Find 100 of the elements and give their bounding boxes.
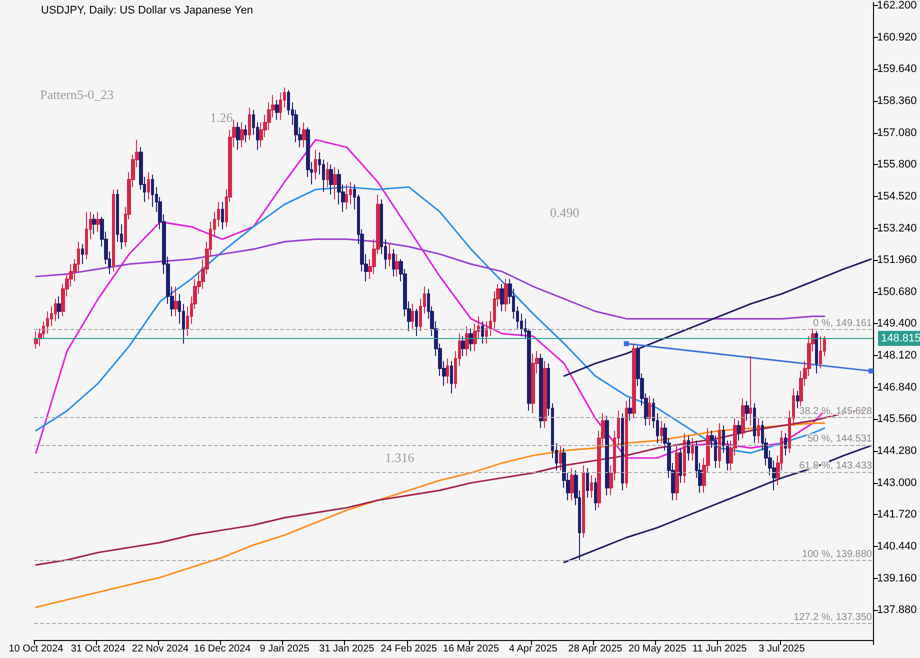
candlestick	[248, 106, 251, 140]
annotation: 1.26	[210, 110, 234, 125]
y-tick-label: 153.240	[877, 222, 917, 234]
y-tick-label: 155.800	[877, 158, 917, 171]
candlestick	[632, 343, 636, 419]
candlestick	[660, 420, 663, 444]
candlestick	[590, 474, 593, 498]
candlestick	[683, 432, 686, 484]
candlestick	[388, 244, 391, 268]
candlestick	[244, 124, 247, 143]
candlestick	[819, 336, 822, 369]
candlestick	[54, 298, 57, 322]
candlestick	[221, 201, 224, 230]
y-tick-label: 143.000	[877, 476, 917, 489]
candlestick	[784, 432, 787, 456]
y-tick-label: 151.960	[877, 254, 917, 266]
x-tick-label: 31 Jan 2025	[319, 644, 375, 654]
candlestick	[679, 448, 682, 484]
candlestick	[240, 122, 244, 148]
line-series	[35, 238, 826, 320]
y-tick-label: 160.920	[877, 31, 917, 44]
candlestick	[481, 320, 484, 344]
candlestick	[395, 254, 399, 278]
candlestick	[675, 445, 679, 501]
candlestick	[446, 358, 449, 384]
candlestick	[722, 425, 725, 454]
y-tick-label: 149.400	[877, 318, 917, 330]
candlestick	[628, 398, 632, 422]
y-tick-label: 150.680	[877, 286, 917, 298]
candlestick	[92, 214, 96, 235]
candlestick	[500, 283, 504, 312]
candlestick	[46, 310, 49, 334]
candlestick	[815, 330, 818, 374]
candlestick	[450, 360, 453, 394]
y-tick-label: 139.160	[877, 572, 917, 584]
candlestick	[81, 244, 84, 265]
candlestick	[236, 122, 240, 150]
y-tick-label: 158.360	[877, 94, 917, 107]
annotation: 1.316	[385, 450, 415, 465]
candlestick	[625, 400, 628, 488]
x-tick-label: 4 Apr 2025	[508, 644, 558, 654]
chart-title: USDJPY, Daily: US Dollar vs Japanese Yen	[41, 4, 253, 16]
candlestick	[757, 418, 760, 444]
candlestick	[621, 412, 624, 491]
candlestick	[796, 390, 799, 409]
candlestick	[741, 398, 745, 439]
candlestick	[415, 308, 418, 337]
candlestick	[504, 278, 508, 312]
candlestick	[411, 303, 414, 330]
x-tick-label: 11 Jun 2025	[692, 644, 748, 654]
y-tick-label: 145.560	[877, 413, 917, 426]
candlestick	[531, 353, 535, 414]
annotation: Pattern5-0_23	[40, 87, 114, 102]
x-tick-label: 22 Nov 2024	[132, 644, 190, 654]
candlestick	[112, 188, 115, 272]
candlestick	[605, 415, 609, 496]
candlestick	[392, 248, 395, 278]
candlestick	[691, 438, 694, 461]
candlestick	[594, 477, 597, 511]
y-tick-label: 137.880	[877, 604, 917, 616]
y-tick-label: 154.520	[877, 190, 917, 202]
candlestick	[582, 464, 585, 538]
candlestick	[147, 172, 150, 200]
y-tick-label: 144.280	[877, 445, 917, 458]
x-tick-label: 31 Oct 2024	[70, 644, 126, 654]
candlestick	[34, 330, 38, 350]
y-tick-label: 141.720	[877, 508, 917, 521]
y-tick-label: 157.080	[877, 126, 917, 139]
ref-line-label: 50 %, 144.531	[808, 433, 872, 444]
x-tick-label: 28 Apr 2025	[568, 644, 623, 654]
candlestick	[737, 420, 741, 442]
candlestick	[726, 440, 729, 471]
y-tick-label: 148.120	[877, 350, 917, 362]
x-tick-label: 3 Jul 2025	[758, 644, 806, 654]
x-tick-label: 9 Jan 2025	[260, 644, 310, 654]
y-tick-label: 140.440	[877, 540, 917, 553]
ref-line-label: 0 %, 149.161	[813, 318, 872, 330]
candlestick	[749, 356, 752, 426]
line-series	[563, 444, 872, 564]
candlestick	[570, 467, 574, 501]
candlestick	[718, 422, 721, 468]
candlestick	[174, 286, 178, 317]
candlestick	[648, 395, 651, 426]
candlestick	[586, 467, 589, 498]
candlestick	[275, 99, 279, 120]
x-tick-label: 16 Dec 2024	[194, 644, 252, 654]
candlestick	[465, 326, 469, 357]
ref-line-label: 127.2 %, 137.350	[794, 612, 872, 623]
candlestick	[753, 402, 756, 444]
x-tick-label: 16 Mar 2025	[442, 644, 500, 654]
candlestick	[314, 149, 317, 180]
candlestick	[329, 164, 333, 195]
candlestick	[345, 184, 348, 210]
candlestick	[333, 166, 337, 200]
candlestick	[687, 435, 690, 461]
candlestick	[469, 328, 473, 352]
y-tick-label: 146.840	[877, 381, 917, 394]
candlestick	[559, 445, 562, 471]
ref-line-label: 148.815	[881, 332, 920, 344]
candlestick	[302, 122, 306, 148]
